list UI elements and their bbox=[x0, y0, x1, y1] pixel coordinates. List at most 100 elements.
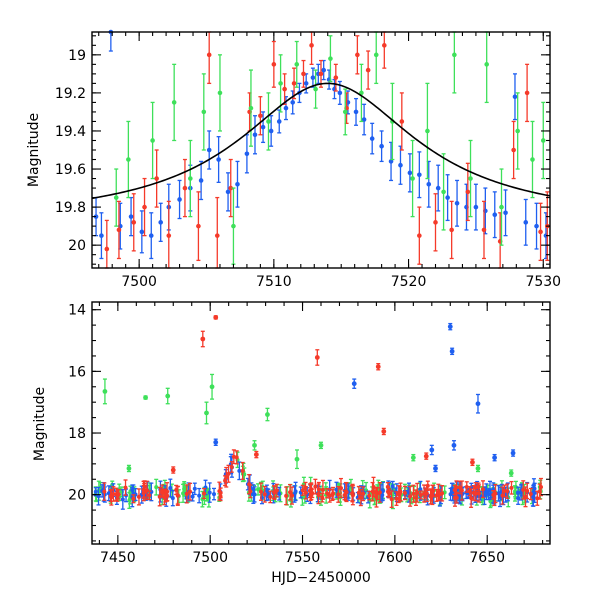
data-point-red bbox=[223, 475, 228, 487]
outlier-point-blue bbox=[510, 449, 516, 457]
top-y-tick-label: 20 bbox=[68, 238, 86, 254]
data-point-red bbox=[365, 50, 371, 90]
data-point-red bbox=[229, 461, 234, 473]
top-y-tick-label: 19.4 bbox=[55, 124, 86, 140]
data-point-red bbox=[262, 485, 267, 503]
data-point-red bbox=[240, 461, 245, 480]
top-x-tick-label: 7500 bbox=[121, 274, 157, 290]
data-point-blue bbox=[277, 486, 282, 501]
data-point-red bbox=[288, 483, 293, 501]
outlier-point-blue bbox=[213, 438, 219, 447]
bottom-x-tick-label: 7500 bbox=[192, 550, 228, 566]
data-point-green bbox=[425, 82, 430, 180]
data-point-blue bbox=[252, 486, 257, 503]
data-point-blue bbox=[225, 172, 231, 212]
data-point-red bbox=[196, 191, 201, 262]
data-point-blue bbox=[168, 478, 173, 498]
data-point-green bbox=[231, 187, 236, 265]
data-point-blue bbox=[492, 191, 498, 239]
data-point-red bbox=[320, 479, 325, 500]
data-point-red bbox=[377, 481, 382, 503]
data-point-blue bbox=[496, 484, 501, 502]
outlier-point-blue bbox=[475, 393, 481, 414]
data-point-green bbox=[373, 31, 379, 85]
data-point-red bbox=[440, 484, 445, 502]
data-point-red bbox=[142, 177, 147, 237]
outlier-point-blue bbox=[433, 464, 438, 473]
data-point-red bbox=[415, 482, 420, 503]
outlier-point-red bbox=[170, 466, 176, 474]
data-point-red bbox=[457, 480, 462, 495]
data-point-red bbox=[481, 200, 487, 260]
data-point-blue bbox=[260, 111, 266, 144]
data-point-red bbox=[411, 484, 416, 503]
data-point-blue bbox=[454, 179, 460, 227]
data-point-red bbox=[417, 206, 422, 265]
data-point-blue bbox=[148, 212, 154, 260]
data-point-blue bbox=[290, 90, 296, 115]
outlier-point-green bbox=[204, 401, 209, 425]
data-point-red bbox=[325, 488, 330, 499]
data-point-blue bbox=[523, 198, 529, 246]
data-point-blue bbox=[106, 485, 111, 502]
data-point-blue bbox=[310, 67, 316, 88]
data-point-red bbox=[493, 484, 498, 504]
data-point-red bbox=[480, 480, 485, 499]
data-point-red bbox=[355, 35, 360, 75]
outlier-point-blue bbox=[492, 453, 497, 462]
data-point-red bbox=[537, 483, 542, 500]
data-point-green bbox=[328, 35, 333, 83]
data-point-green bbox=[540, 101, 546, 180]
data-point-blue bbox=[353, 97, 359, 126]
data-point-blue bbox=[237, 461, 242, 481]
data-point-red bbox=[303, 485, 308, 500]
data-point-red bbox=[523, 486, 528, 508]
data-point-red bbox=[459, 480, 464, 501]
data-point-green bbox=[266, 92, 271, 151]
data-point-blue bbox=[170, 489, 175, 507]
data-point-blue bbox=[369, 122, 375, 155]
data-point-red bbox=[433, 193, 438, 252]
data-point-red bbox=[418, 490, 423, 500]
data-point-red bbox=[258, 482, 263, 501]
top-x-tick-label: 7520 bbox=[391, 274, 427, 290]
data-point-green bbox=[154, 478, 159, 496]
data-point-red bbox=[424, 484, 429, 503]
data-point-red bbox=[123, 479, 128, 496]
data-point-blue bbox=[512, 73, 518, 121]
data-point-red bbox=[162, 489, 167, 506]
data-point-green bbox=[150, 101, 155, 180]
data-point-red bbox=[387, 488, 392, 499]
data-point-red bbox=[361, 486, 366, 502]
data-point-red bbox=[154, 149, 159, 208]
data-point-red bbox=[226, 464, 231, 483]
bottom-x-tick-label: 7650 bbox=[469, 550, 505, 566]
outlier-point-green bbox=[475, 464, 481, 473]
top-y-tick-label: 19.2 bbox=[55, 86, 86, 102]
data-point-red bbox=[394, 491, 399, 506]
data-point-blue bbox=[407, 153, 413, 193]
outlier-point-red bbox=[200, 330, 206, 348]
outlier-point-green bbox=[252, 440, 257, 451]
outlier-point-green bbox=[318, 441, 324, 450]
data-point-red bbox=[157, 486, 162, 507]
data-point-blue bbox=[177, 179, 182, 220]
data-point-red bbox=[342, 489, 347, 501]
data-point-red bbox=[538, 202, 543, 262]
data-point-green bbox=[530, 120, 535, 199]
data-point-red bbox=[397, 485, 402, 502]
data-point-green bbox=[113, 168, 119, 227]
data-point-blue bbox=[473, 183, 479, 231]
data-point-red bbox=[422, 484, 427, 503]
outlier-point-green bbox=[410, 453, 416, 462]
data-point-red bbox=[528, 487, 533, 501]
data-point-red bbox=[218, 491, 223, 502]
outlier-point-green bbox=[165, 387, 171, 405]
outlier-point-green bbox=[508, 469, 514, 477]
data-point-green bbox=[468, 139, 473, 218]
data-point-blue bbox=[198, 160, 204, 201]
data-point-red bbox=[141, 480, 146, 499]
outlier-point-green bbox=[102, 378, 108, 405]
outlier-point-red bbox=[423, 452, 429, 460]
